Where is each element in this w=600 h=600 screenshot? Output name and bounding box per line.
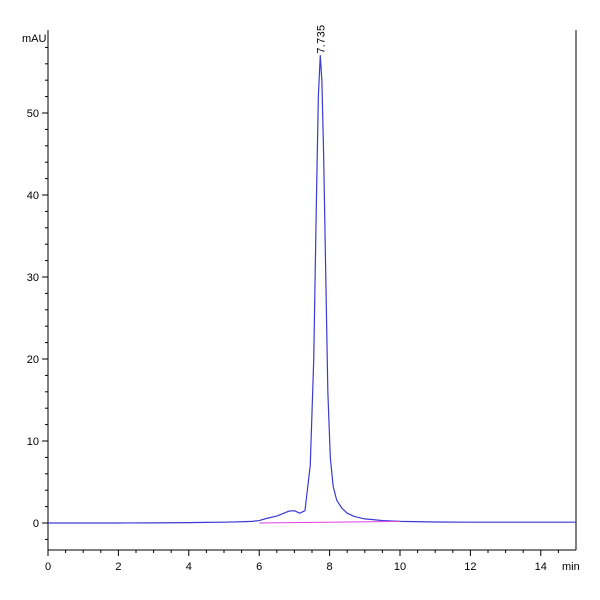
- x-axis-ticks: 0 2 4 6 8 10 12 14: [45, 550, 559, 573]
- x-tick-label: 8: [327, 561, 333, 573]
- baseline-trace: [259, 520, 401, 524]
- x-axis-unit-label: min: [562, 561, 580, 573]
- x-tick-label: 10: [394, 561, 406, 573]
- x-tick-label: 6: [256, 561, 262, 573]
- x-tick-label: 4: [186, 561, 192, 573]
- x-tick-label: 2: [115, 561, 121, 573]
- signal-trace: [48, 54, 576, 524]
- y-axis-ticks: 0 10 20 30 40 50: [27, 46, 48, 540]
- peak-retention-label: 7.735: [315, 25, 327, 54]
- y-tick-label: 30: [27, 272, 39, 284]
- y-tick-label: 0: [33, 518, 39, 530]
- series-layer: [48, 54, 576, 524]
- axes-frame: [47, 30, 577, 551]
- y-tick-label: 40: [27, 190, 39, 202]
- y-tick-label: 50: [27, 108, 39, 120]
- x-tick-label: 0: [45, 561, 51, 573]
- x-tick-label: 14: [535, 561, 547, 573]
- y-tick-label: 20: [27, 354, 39, 366]
- y-tick-label: 10: [27, 436, 39, 448]
- annotation-layer: 7.735: [315, 25, 327, 54]
- y-axis-unit-label: mAU: [22, 33, 47, 45]
- x-tick-label: 12: [464, 561, 476, 573]
